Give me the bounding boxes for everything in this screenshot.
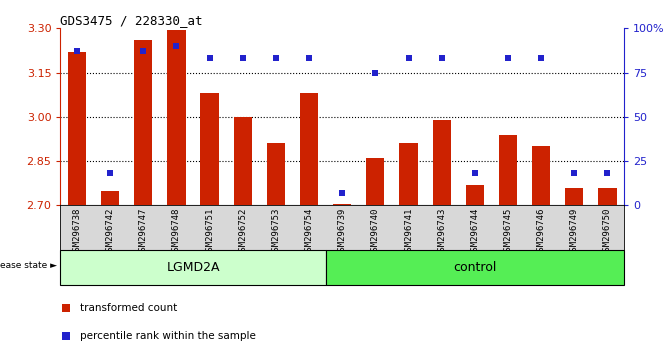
Text: LGMD2A: LGMD2A (166, 261, 220, 274)
Text: GSM296739: GSM296739 (338, 207, 347, 256)
Text: GSM296751: GSM296751 (205, 207, 214, 256)
Text: control: control (453, 261, 497, 274)
Bar (300, 93, 318, 205)
Text: GSM296743: GSM296743 (437, 207, 446, 256)
Text: GSM296752: GSM296752 (238, 207, 247, 256)
Text: transformed count: transformed count (80, 303, 177, 313)
Text: GSM296753: GSM296753 (271, 207, 280, 256)
Bar (366, 158, 384, 205)
Bar (167, 30, 186, 205)
Bar (599, 188, 617, 205)
Bar (466, 185, 484, 205)
Text: GSM296748: GSM296748 (172, 207, 181, 256)
Bar (532, 146, 550, 205)
Bar (565, 188, 583, 205)
Text: GSM296747: GSM296747 (139, 207, 148, 256)
Text: GSM296738: GSM296738 (72, 207, 81, 256)
Text: GSM296742: GSM296742 (105, 207, 115, 256)
Text: GDS3475 / 228330_at: GDS3475 / 228330_at (60, 14, 203, 27)
Text: GSM296740: GSM296740 (371, 207, 380, 256)
Bar (60, 250, 325, 285)
Text: percentile rank within the sample: percentile rank within the sample (80, 331, 256, 341)
Text: GSM296744: GSM296744 (470, 207, 479, 256)
Text: disease state ►: disease state ► (0, 261, 58, 270)
Bar (499, 135, 517, 205)
Bar (234, 117, 252, 205)
Text: GSM296750: GSM296750 (603, 207, 612, 256)
Bar (433, 120, 451, 205)
Text: GSM296745: GSM296745 (503, 207, 513, 256)
Bar (325, 250, 624, 285)
Text: GSM296746: GSM296746 (537, 207, 546, 256)
Bar (68, 52, 86, 205)
Bar (201, 93, 219, 205)
Bar (399, 143, 417, 205)
Text: GSM296749: GSM296749 (570, 207, 579, 256)
Bar (333, 204, 352, 205)
Text: GSM296754: GSM296754 (305, 207, 313, 256)
Bar (267, 143, 285, 205)
Bar (134, 40, 152, 205)
Bar (101, 190, 119, 205)
Text: GSM296741: GSM296741 (404, 207, 413, 256)
